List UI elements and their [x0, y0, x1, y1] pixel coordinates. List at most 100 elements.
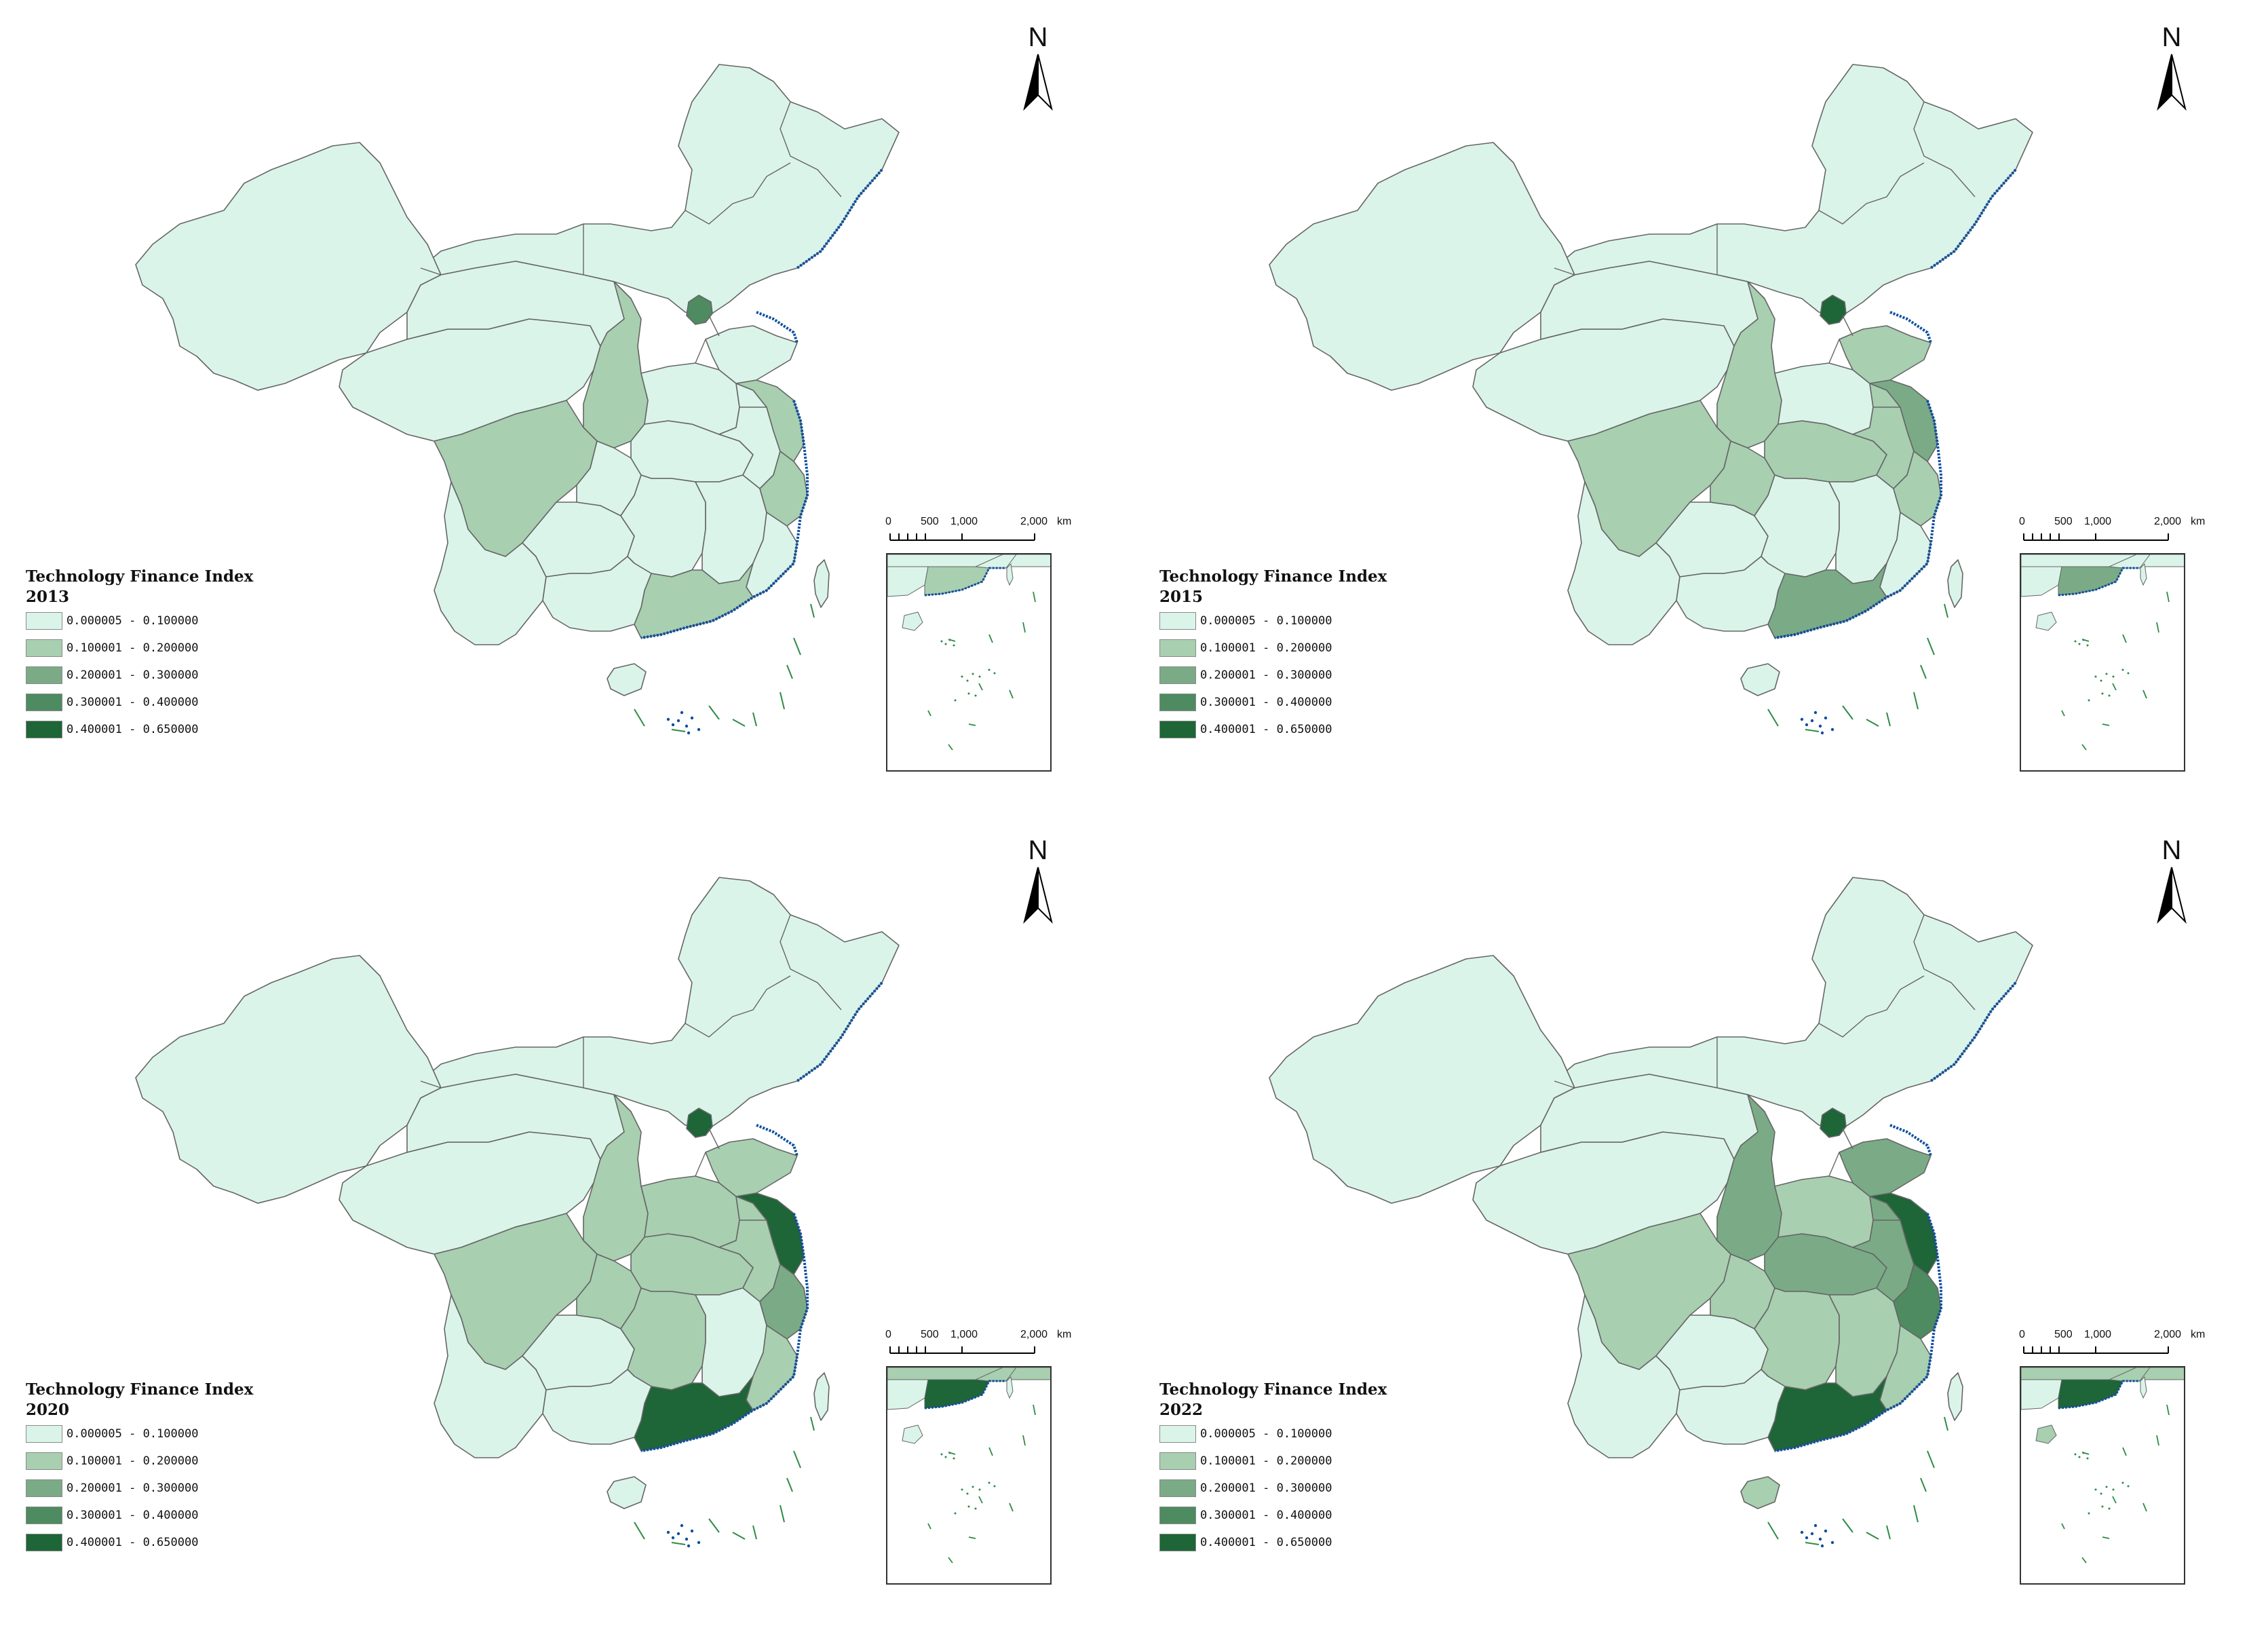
nine-dash-segment	[810, 603, 815, 618]
legend-label: 0.000005 - 0.100000	[1200, 614, 1332, 628]
legend-swatch	[26, 1479, 62, 1497]
inset-map	[887, 1367, 1050, 1564]
province-zhejiang	[759, 1264, 808, 1340]
legend-swatch	[1159, 1452, 1196, 1470]
south-china-sea-inset	[886, 553, 1052, 772]
nine-dash-segment	[1866, 1532, 1879, 1540]
legend-label: 0.200001 - 0.300000	[1200, 668, 1332, 682]
scale-tick-label: 2,000	[1020, 1329, 1048, 1340]
scale-bar-line	[889, 533, 1035, 541]
legend-swatch	[1159, 1425, 1196, 1443]
province-yunnan	[434, 1294, 547, 1458]
island-dot	[685, 724, 689, 728]
province-boundary	[1554, 1080, 1575, 1089]
legend-label: 0.400001 - 0.650000	[66, 1536, 199, 1549]
island-dot	[666, 1530, 670, 1534]
scale-unit: km	[2191, 516, 2206, 527]
nine-dash-segment	[1920, 664, 1927, 679]
province-hainan	[607, 1476, 647, 1509]
choropleth-map	[135, 64, 900, 735]
nine-dash-segment	[671, 729, 686, 732]
nine-dash-segment	[1866, 719, 1879, 727]
legend-label: 0.300001 - 0.400000	[66, 696, 199, 709]
north-arrow-icon	[2157, 54, 2187, 111]
island-dot	[690, 716, 694, 720]
scale-tick-label: 0	[885, 516, 891, 527]
province-yunnan	[1567, 481, 1680, 645]
legend-swatch	[26, 1425, 62, 1443]
scale-bar: 0 500 1,000 2,000 km	[2019, 1329, 2240, 1363]
coastline	[1774, 981, 2017, 1452]
legend-label: 0.400001 - 0.650000	[1200, 723, 1332, 736]
legend-title: Technology Finance Index	[26, 567, 254, 586]
province-jiangsu	[735, 1192, 805, 1275]
legend-title: Technology Finance Index	[1159, 1380, 1387, 1399]
province-zhejiang	[1893, 1264, 1942, 1340]
legend-swatch	[26, 1534, 62, 1551]
legend-item: 0.100001 - 0.200000	[26, 1448, 253, 1475]
scale-bar-line	[2023, 1346, 2169, 1354]
island-dot	[697, 1540, 701, 1545]
province-taiwan	[813, 1372, 830, 1421]
legend-label: 0.000005 - 0.100000	[66, 1427, 199, 1441]
legend-label: 0.300001 - 0.400000	[1200, 1509, 1332, 1522]
legend-item: 0.000005 - 0.100000	[26, 1420, 253, 1448]
scale-tick-label: 1,000	[950, 516, 978, 527]
legend-item: 0.100001 - 0.200000	[1159, 635, 1387, 662]
map-panel-2015: N Technology Finance Index 2015 0.000005 - …	[1134, 0, 2267, 813]
island-dot	[1820, 1544, 1824, 1548]
nine-dash-segment	[634, 708, 645, 727]
nine-dash-segment	[671, 1542, 686, 1545]
scale-bar: 0 500 1,000 2,000 km	[2019, 516, 2240, 550]
legend-item: 0.100001 - 0.200000	[1159, 1448, 1387, 1475]
island-dot	[1830, 1540, 1834, 1545]
choropleth-map	[1269, 64, 2033, 735]
scale-unit: km	[1057, 1329, 1072, 1340]
legend-swatch	[1159, 1534, 1196, 1551]
legend-item: 0.400001 - 0.650000	[1159, 1529, 1387, 1556]
legend-swatch	[26, 694, 62, 711]
nine-dash-segment	[1805, 1542, 1820, 1545]
province-yunnan	[434, 481, 547, 645]
nine-dash-segment	[1886, 712, 1891, 727]
north-arrow: N	[1014, 24, 1062, 115]
nine-dash-segment	[752, 712, 757, 727]
legend: Technology Finance Index 2015 0.000005 - 0…	[1159, 567, 1387, 743]
island-dot	[1800, 717, 1804, 721]
province-boundary	[685, 975, 791, 1038]
province-shandong	[705, 1138, 798, 1197]
province-boundary	[1913, 914, 1976, 1010]
legend-swatch	[26, 1507, 62, 1524]
legend-swatch	[26, 639, 62, 657]
island-dot	[690, 1529, 694, 1533]
legend-label: 0.400001 - 0.650000	[66, 723, 199, 736]
legend-label: 0.200001 - 0.300000	[66, 1481, 199, 1495]
coastline	[640, 981, 883, 1452]
legend-swatch	[1159, 1507, 1196, 1524]
legend-item: 0.100001 - 0.200000	[26, 635, 253, 662]
south-china-sea-inset	[886, 1366, 1052, 1585]
province-hainan	[1740, 1476, 1780, 1509]
scale-tick-label: 2,000	[2154, 516, 2182, 527]
legend-item: 0.400001 - 0.650000	[26, 716, 253, 743]
legend-item: 0.300001 - 0.400000	[1159, 1502, 1387, 1529]
province-boundary	[637, 1158, 642, 1187]
province-boundary	[420, 1080, 442, 1089]
island-dot	[685, 1537, 689, 1541]
province-boundary	[1771, 1158, 1775, 1187]
scale-tick-label: 500	[921, 1329, 939, 1340]
nine-dash-segment	[708, 1518, 720, 1533]
island-dot	[666, 717, 670, 721]
island-dot	[1813, 1524, 1818, 1528]
island-dot	[1818, 724, 1822, 728]
island-dot	[671, 723, 675, 727]
island-dot	[687, 731, 691, 735]
province-boundary	[1818, 162, 1925, 225]
scale-bar-line	[889, 1346, 1035, 1354]
inset-map	[2021, 554, 2184, 751]
inset-map	[887, 554, 1050, 751]
scale-bar-line	[2023, 533, 2169, 541]
legend-item: 0.200001 - 0.300000	[1159, 1475, 1387, 1502]
province-jiangsu	[1869, 379, 1938, 462]
province-boundary	[420, 267, 442, 276]
